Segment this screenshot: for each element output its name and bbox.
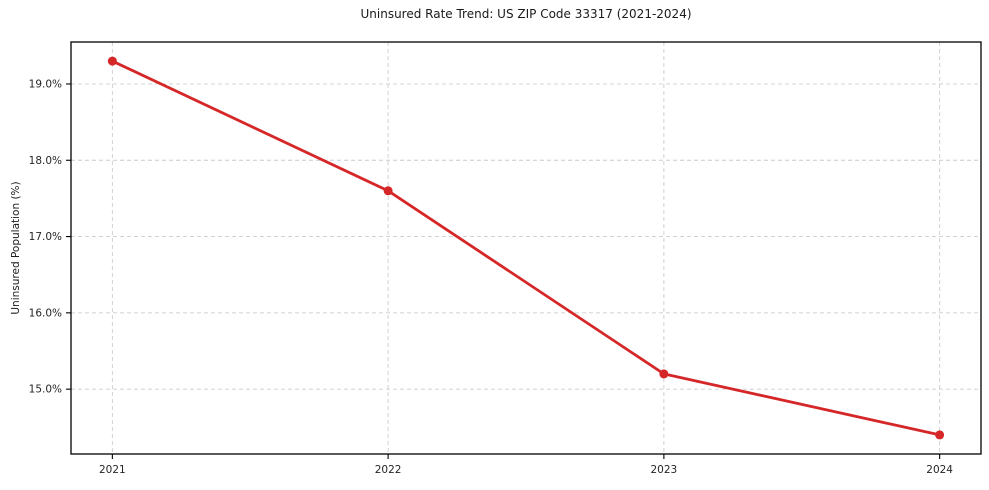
x-tick-label: 2021 <box>99 464 126 476</box>
y-tick-label: 15.0% <box>29 384 62 396</box>
x-tick-label: 2023 <box>651 464 678 476</box>
x-tick-label: 2024 <box>926 464 953 476</box>
y-tick-label: 18.0% <box>29 155 62 167</box>
trend-line <box>110 59 942 437</box>
chart-title: Uninsured Rate Trend: US ZIP Code 33317 … <box>360 7 692 21</box>
y-tick-label: 17.0% <box>29 231 62 243</box>
x-tick-label: 2022 <box>375 464 402 476</box>
plot-border <box>70 41 982 455</box>
y-tick-label: 19.0% <box>29 78 62 90</box>
data-point-marker <box>107 56 117 66</box>
data-point-marker <box>659 369 669 379</box>
data-point-marker <box>383 186 393 196</box>
data-point-marker <box>935 430 945 440</box>
y-tick-label: 16.0% <box>29 307 62 319</box>
